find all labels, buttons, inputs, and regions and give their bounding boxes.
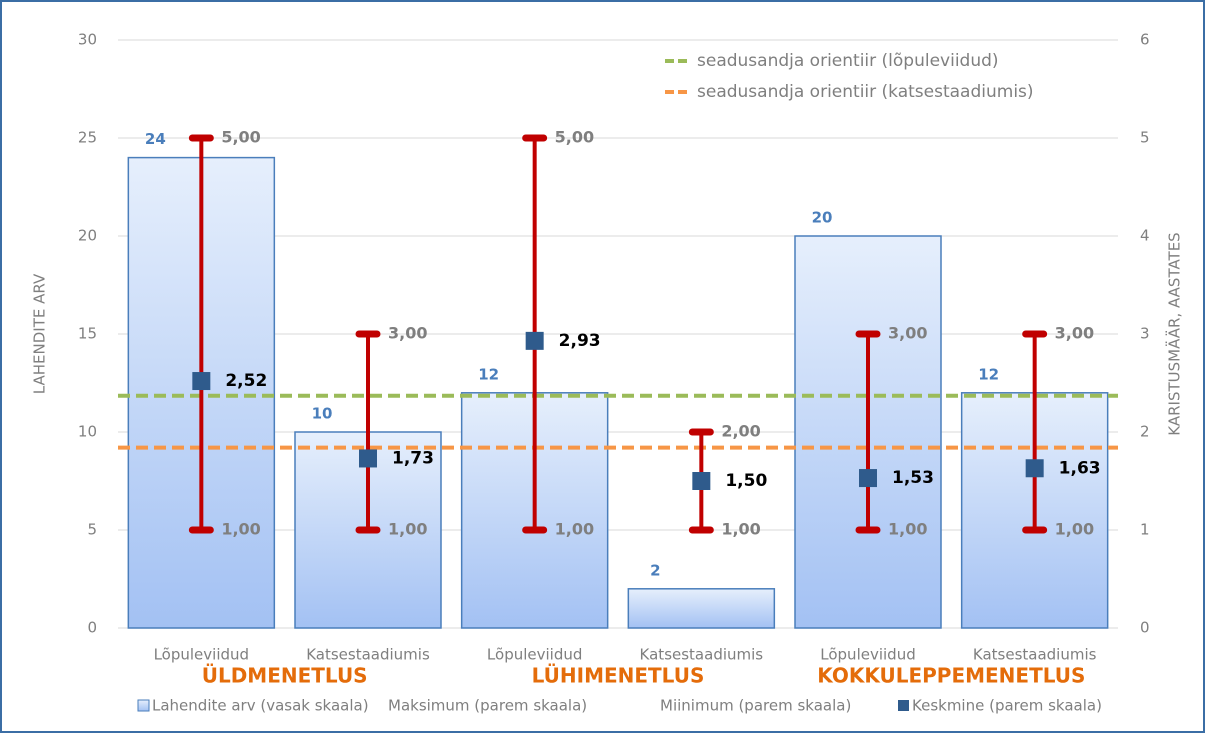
mean-label: 2,93	[559, 331, 601, 351]
mean-marker	[1025, 459, 1044, 478]
y2-axis-label: KARISTUSMÄÄR, AASTATES	[1165, 232, 1184, 435]
x-tick-label: Katsestaadiumis	[973, 646, 1097, 664]
group-label: KOKKULEPPEMENETLUS	[817, 664, 1085, 688]
bar-value-label: 12	[978, 365, 999, 383]
mean-label: 1,73	[392, 448, 434, 468]
bar	[627, 588, 776, 629]
bar-value-label: 10	[312, 405, 333, 423]
bar-value-label: 20	[812, 209, 833, 227]
bar-value-label: 24	[145, 130, 166, 148]
mean-label: 1,50	[725, 471, 767, 491]
max-label: 5,00	[221, 128, 260, 147]
y2-tick-label: 3	[1140, 325, 1150, 343]
y2-tick-label: 4	[1140, 227, 1150, 245]
x-tick-label: Lõpuleviidud	[154, 646, 249, 664]
y-tick-label: 10	[78, 423, 97, 441]
y2-tick-label: 1	[1140, 521, 1150, 539]
min-label: 1,00	[221, 520, 260, 539]
mean-marker	[192, 372, 211, 391]
legend-label: Miinimum (parem skaala)	[660, 697, 851, 715]
mean-marker	[859, 469, 877, 488]
max-label: 3,00	[888, 324, 927, 343]
y-tick-label: 15	[78, 325, 97, 343]
legend-swatch	[898, 700, 909, 711]
group-label: ÜLDMENETLUS	[202, 664, 368, 688]
x-tick-label: Katsestaadiumis	[640, 646, 764, 664]
y-tick-label: 25	[78, 129, 97, 147]
mean-label: 1,63	[1059, 458, 1101, 478]
legend-label: Lahendite arv (vasak skaala)	[152, 697, 369, 715]
min-label: 1,00	[1055, 520, 1094, 539]
mean-label: 2,52	[225, 371, 267, 391]
x-tick-label: Katsestaadiumis	[306, 646, 430, 664]
y2-tick-label: 0	[1140, 619, 1150, 637]
max-label: 5,00	[555, 128, 594, 147]
legend-label: Keskmine (parem skaala)	[912, 697, 1102, 715]
mean-marker	[359, 449, 377, 468]
x-tick-label: Lõpuleviidud	[820, 646, 915, 664]
min-label: 1,00	[888, 520, 927, 539]
min-label: 1,00	[721, 520, 760, 539]
y-tick-label: 0	[87, 619, 97, 637]
group-label: LÜHIMENETLUS	[532, 664, 705, 688]
min-label: 1,00	[555, 520, 594, 539]
mean-marker	[525, 331, 544, 350]
mean-marker	[692, 472, 711, 490]
y-tick-label: 5	[87, 521, 97, 539]
x-tick-label: Lõpuleviidud	[487, 646, 582, 664]
legend-label: Maksimum (parem skaala)	[388, 697, 587, 715]
max-label: 3,00	[1055, 324, 1094, 343]
min-label: 1,00	[388, 520, 427, 539]
y-tick-label: 30	[78, 31, 97, 49]
mean-label: 1,53	[892, 468, 934, 488]
y2-tick-label: 6	[1140, 31, 1150, 49]
legend-label: seadusandja orientiir (katsestaadiumis)	[697, 82, 1034, 102]
max-label: 3,00	[388, 324, 427, 343]
legend-swatch	[137, 699, 150, 712]
y-tick-label: 20	[78, 227, 97, 245]
y-axis-label: LAHENDITE ARV	[31, 273, 49, 394]
bar-value-label: 2	[650, 561, 660, 579]
bar-value-label: 12	[478, 365, 499, 383]
y2-tick-label: 2	[1140, 423, 1150, 441]
legend-label: seadusandja orientiir (lõpuleviidud)	[697, 51, 999, 71]
max-label: 2,00	[721, 422, 760, 441]
y2-tick-label: 5	[1140, 129, 1150, 147]
